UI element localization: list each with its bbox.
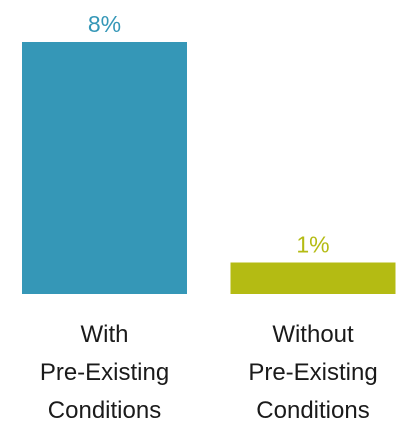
- category-label-1-line-3: Conditions: [48, 397, 161, 424]
- bar-2: [230, 262, 396, 294]
- bar-1: [22, 42, 187, 294]
- category-label-2-line-2: Pre-Existing: [248, 359, 377, 386]
- category-label-1-line-1: With: [81, 321, 129, 348]
- category-label-2-line-3: Conditions: [256, 397, 369, 424]
- value-label-1: 8%: [88, 11, 121, 37]
- value-labels-group: 8% 1%: [88, 11, 330, 258]
- bars-group: [22, 42, 396, 294]
- value-label-2: 1%: [296, 232, 329, 258]
- category-label-2-line-1: Without: [272, 321, 354, 348]
- category-label-1-line-2: Pre-Existing: [40, 359, 169, 386]
- category-labels-group: With Pre-Existing Conditions Without Pre-Exi…: [40, 321, 378, 424]
